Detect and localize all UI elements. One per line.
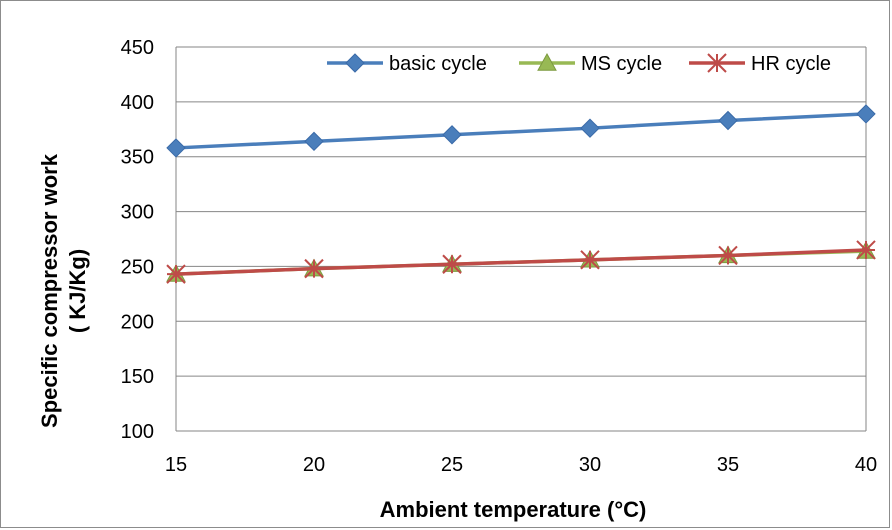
y-tick-label-250: 250: [121, 256, 154, 278]
y-tick-label-400: 400: [121, 92, 154, 114]
y-tick-label-100: 100: [121, 421, 154, 443]
axes: [175, 47, 867, 432]
y-axis-title: Specific compressor work ( KJ/Kg): [37, 153, 90, 428]
legend-label-basic-cycle: basic cycle: [389, 53, 487, 75]
y-axis-title-line2: ( KJ/Kg): [65, 249, 90, 333]
series-layer: [166, 104, 876, 284]
data-point-basic-cycle-25: [442, 125, 462, 145]
legend-label-ms-cycle: MS cycle: [581, 53, 662, 75]
legend-marker-hr-cycle: [707, 53, 727, 73]
series-line-basic-cycle: [175, 112, 867, 150]
y-tick-label-450: 450: [121, 37, 154, 59]
x-axis-title: Ambient temperature (°C): [380, 497, 647, 522]
series-basic-cycle: [166, 104, 876, 158]
legend-item-ms-cycle: MS cycle: [519, 52, 662, 75]
x-tick-label-30: 30: [579, 454, 601, 476]
data-point-basic-cycle-35: [718, 110, 738, 131]
data-point-basic-cycle-40: [856, 104, 876, 124]
legend-marker-basic-cycle: [345, 53, 365, 73]
legend: basic cycle MS cycle HR cycle: [327, 52, 831, 75]
data-point-hr-cycle-25: [442, 254, 462, 274]
data-point-basic-cycle-30: [580, 118, 600, 138]
x-tick-label-15: 15: [165, 454, 187, 476]
legend-marker-ms-cycle: [537, 52, 557, 71]
data-point-basic-cycle-20: [304, 131, 324, 152]
y-axis-title-line1: Specific compressor work: [37, 153, 62, 428]
data-point-hr-cycle-15: [166, 264, 186, 284]
data-point-hr-cycle-35: [718, 245, 738, 266]
x-tick-label-25: 25: [441, 454, 463, 476]
x-tick-label-20: 20: [303, 454, 325, 476]
data-point-basic-cycle-15: [166, 138, 186, 158]
gridlines: [176, 46, 866, 432]
y-tick-label-150: 150: [121, 366, 154, 388]
data-point-hr-cycle-40: [856, 240, 876, 260]
y-tick-label-300: 300: [121, 202, 154, 224]
series-line-hr-cycle: [175, 248, 867, 276]
data-point-hr-cycle-30: [580, 250, 600, 270]
y-tick-label-200: 200: [121, 311, 154, 333]
y-tick-label-350: 350: [121, 147, 154, 169]
x-tick-label-40: 40: [855, 454, 877, 476]
tick-labels: 100 150 200 250 300 350 400 450 15 20 25 30 35 40: [121, 37, 878, 476]
series-hr-cycle: [166, 240, 876, 284]
x-tick-label-35: 35: [717, 454, 739, 476]
legend-item-basic-cycle: basic cycle: [327, 53, 487, 75]
legend-item-hr-cycle: HR cycle: [689, 53, 831, 75]
legend-label-hr-cycle: HR cycle: [751, 53, 831, 75]
data-point-hr-cycle-20: [304, 258, 324, 279]
